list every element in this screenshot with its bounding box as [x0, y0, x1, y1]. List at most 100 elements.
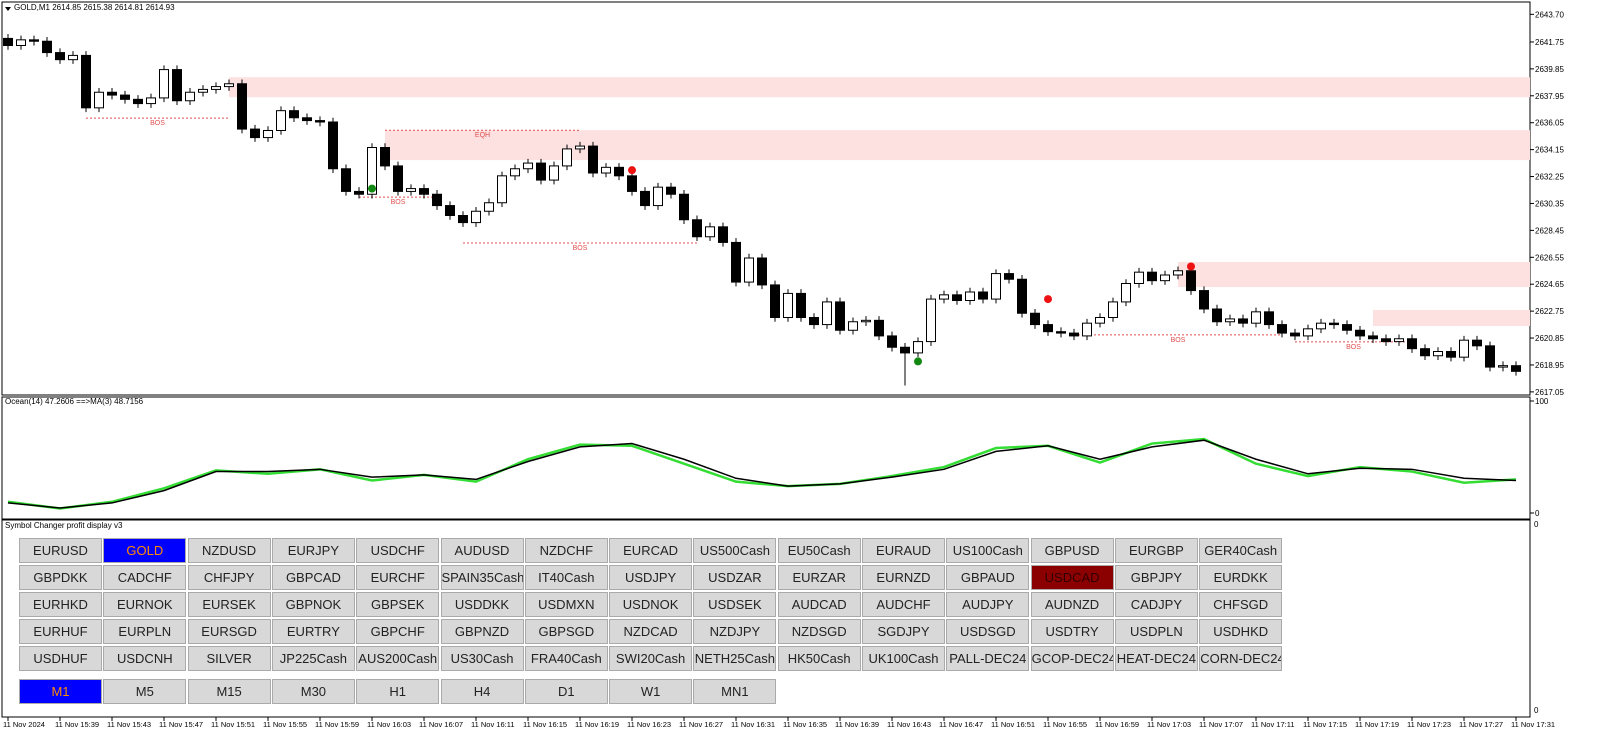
symbol-button[interactable]: USDPLN — [1114, 619, 1198, 644]
symbol-button[interactable]: GBPNOK — [271, 592, 355, 617]
candle-body — [1069, 332, 1079, 337]
symbol-button[interactable]: M15 — [187, 679, 271, 704]
symbol-button[interactable]: SILVER — [187, 646, 271, 671]
symbol-button[interactable]: US100Cash — [946, 538, 1030, 563]
symbol-button[interactable]: EURNZD — [862, 565, 945, 590]
panel-title: Symbol Changer profit display v3 — [5, 521, 123, 530]
symbol-button[interactable]: EURNOK — [103, 592, 187, 617]
symbol-button[interactable]: US500Cash — [693, 538, 777, 563]
candle-body — [1381, 338, 1391, 343]
symbol-button[interactable]: USDCAD — [1030, 565, 1114, 590]
symbol-button[interactable]: USDZAR — [693, 565, 777, 590]
symbol-button[interactable]: W1 — [609, 679, 693, 704]
symbol-button[interactable]: D1 — [524, 679, 608, 704]
symbol-button[interactable]: NETH25Cash — [693, 646, 777, 671]
symbol-button[interactable]: HK50Cash — [777, 646, 861, 671]
candle-body — [263, 130, 273, 139]
symbol-button[interactable]: GBPCHF — [356, 619, 440, 644]
symbol-button[interactable]: PALL-DEC24 — [946, 646, 1030, 671]
symbol-button[interactable]: CHFJPY — [187, 565, 271, 590]
symbol-button[interactable]: USDMXN — [524, 592, 608, 617]
symbol-button[interactable]: GBPJPY — [1114, 565, 1198, 590]
symbol-button[interactable]: USDNOK — [609, 592, 693, 617]
symbol-button[interactable]: GBPAUD — [946, 565, 1030, 590]
symbol-button[interactable]: UK100Cash — [862, 646, 945, 671]
symbol-button[interactable]: EURUSD — [19, 538, 102, 563]
symbol-button[interactable]: FRA40Cash — [524, 646, 608, 671]
symbol-button[interactable]: EU50Cash — [777, 538, 861, 563]
symbol-button[interactable]: CADJPY — [1114, 592, 1198, 617]
symbol-button[interactable]: AUDNZD — [1030, 592, 1114, 617]
candle-body — [926, 298, 936, 343]
candle-body — [874, 319, 884, 337]
symbol-button[interactable]: USDTRY — [1030, 619, 1114, 644]
symbol-button[interactable]: EURDKK — [1199, 565, 1283, 590]
symbol-button[interactable]: EURSGD — [187, 619, 271, 644]
symbol-button[interactable]: EURTRY — [271, 619, 355, 644]
candle-body — [1498, 365, 1508, 368]
symbol-button[interactable]: EURCHF — [356, 565, 440, 590]
symbol-button[interactable]: GCOP-DEC24 — [1030, 646, 1114, 671]
symbol-button[interactable]: EURAUD — [862, 538, 945, 563]
symbol-button[interactable]: AUDUSD — [440, 538, 524, 563]
symbol-button[interactable]: M30 — [271, 679, 355, 704]
symbol-button[interactable]: USDJPY — [609, 565, 693, 590]
symbol-button[interactable]: NZDJPY — [693, 619, 777, 644]
symbol-button[interactable]: USDCNH — [103, 646, 187, 671]
symbol-button[interactable]: IT40Cash — [524, 565, 608, 590]
symbol-button[interactable]: MN1 — [693, 679, 777, 704]
symbol-button[interactable]: NZDUSD — [187, 538, 271, 563]
candle-body — [601, 166, 611, 174]
symbol-button[interactable]: EURSEK — [187, 592, 271, 617]
candle-body — [1420, 348, 1430, 357]
symbol-button[interactable]: CADCHF — [103, 565, 187, 590]
symbol-button[interactable]: GBPDKK — [19, 565, 102, 590]
x-tick-label: 11 Nov 15:55 — [263, 720, 307, 729]
symbol-button[interactable]: USDHUF — [19, 646, 102, 671]
symbol-button[interactable]: H1 — [356, 679, 440, 704]
symbol-button[interactable]: USDSEK — [693, 592, 777, 617]
symbol-button[interactable]: EURCAD — [609, 538, 693, 563]
symbol-button[interactable]: GBPCAD — [271, 565, 355, 590]
symbol-button[interactable]: EURJPY — [271, 538, 355, 563]
symbol-button[interactable]: HEAT-DEC24 — [1114, 646, 1198, 671]
symbol-button[interactable]: AUS200Cash — [356, 646, 440, 671]
symbol-button[interactable]: SWI20Cash — [609, 646, 693, 671]
symbol-button[interactable]: SPAIN35Cash — [440, 565, 524, 590]
symbol-button[interactable]: JP225Cash — [271, 646, 355, 671]
candle-body — [575, 145, 585, 150]
candle-body — [705, 226, 715, 238]
symbol-button[interactable]: EURHUF — [19, 619, 102, 644]
symbol-button[interactable]: NZDCHF — [524, 538, 608, 563]
symbol-button[interactable]: GBPUSD — [1030, 538, 1114, 563]
symbol-button[interactable]: EURHKD — [19, 592, 102, 617]
symbol-button[interactable]: NZDSGD — [777, 619, 861, 644]
symbol-button[interactable]: GBPSGD — [524, 619, 608, 644]
symbol-button[interactable]: EURGBP — [1114, 538, 1198, 563]
symbol-button[interactable]: AUDJPY — [946, 592, 1030, 617]
candle-body — [666, 186, 676, 195]
symbol-button[interactable]: USDHKD — [1199, 619, 1283, 644]
symbol-button[interactable]: H4 — [440, 679, 524, 704]
symbol-button[interactable]: GBPSEK — [356, 592, 440, 617]
candle-body — [913, 341, 923, 354]
symbol-button[interactable]: EURZAR — [777, 565, 861, 590]
symbol-button[interactable]: USDDKK — [440, 592, 524, 617]
symbol-button[interactable]: SGDJPY — [862, 619, 945, 644]
symbol-button[interactable]: GOLD — [103, 538, 187, 563]
symbol-button[interactable]: M5 — [103, 679, 187, 704]
symbol-button[interactable]: GBPNZD — [440, 619, 524, 644]
symbol-button[interactable]: CHFSGD — [1199, 592, 1283, 617]
symbol-button[interactable]: USDCHF — [356, 538, 440, 563]
symbol-button[interactable]: NZDCAD — [609, 619, 693, 644]
symbol-button[interactable]: AUDCHF — [862, 592, 945, 617]
candle-body — [484, 202, 494, 212]
symbol-button[interactable]: USDSGD — [946, 619, 1030, 644]
symbol-button[interactable]: EURPLN — [103, 619, 187, 644]
symbol-button[interactable]: US30Cash — [440, 646, 524, 671]
symbol-button[interactable]: CORN-DEC24 — [1199, 646, 1283, 671]
symbol-button[interactable]: GER40Cash — [1199, 538, 1283, 563]
symbol-button[interactable]: AUDCAD — [777, 592, 861, 617]
symbol-button[interactable]: M1 — [19, 679, 102, 704]
